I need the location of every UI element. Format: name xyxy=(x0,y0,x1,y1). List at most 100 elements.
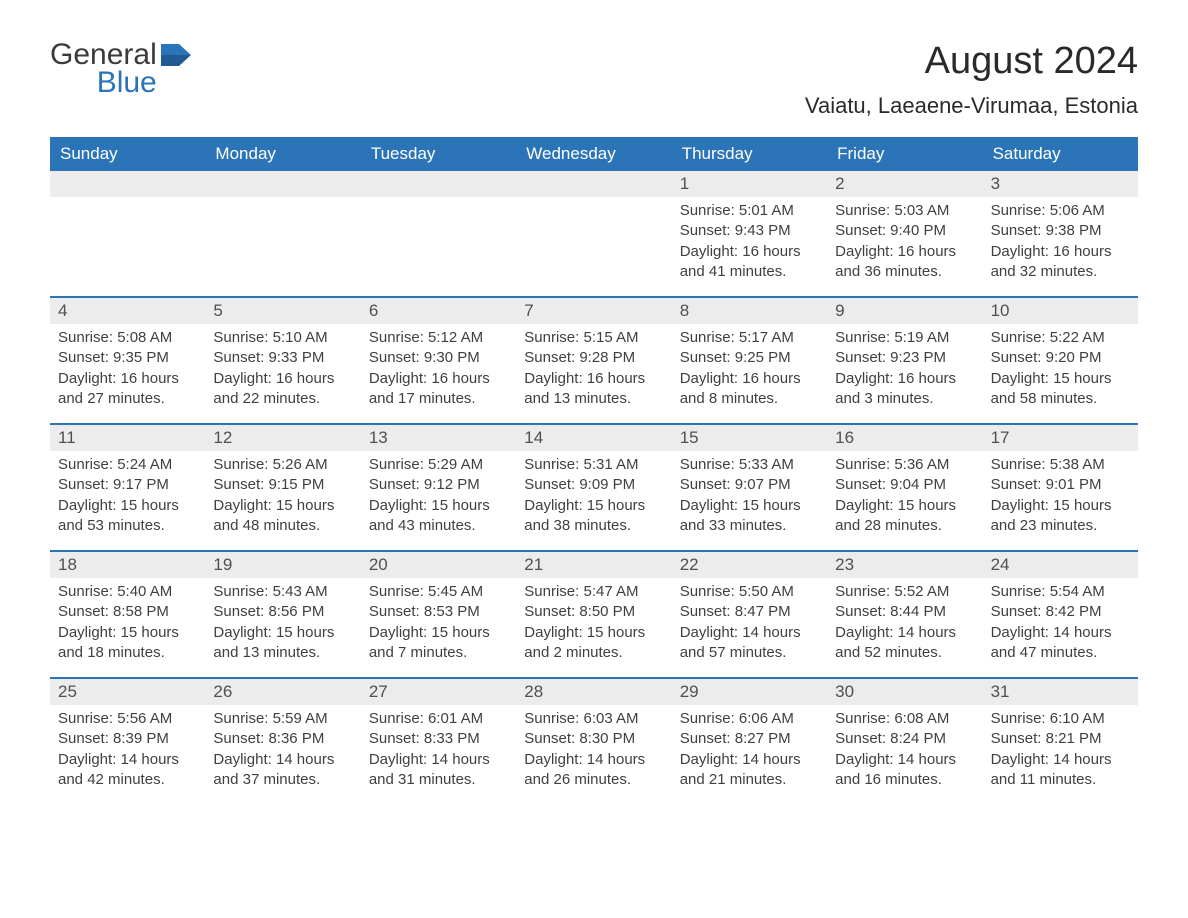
daylight2-text: and 26 minutes. xyxy=(524,770,663,790)
day-header-sun: Sunday xyxy=(50,137,205,171)
calendar-cell: 9Sunrise: 5:19 AMSunset: 9:23 PMDaylight… xyxy=(827,298,982,423)
daylight2-text: and 47 minutes. xyxy=(991,643,1130,663)
calendar-cell: 29Sunrise: 6:06 AMSunset: 8:27 PMDayligh… xyxy=(672,679,827,804)
sunrise-text: Sunrise: 5:06 AM xyxy=(991,201,1130,221)
calendar-cell-empty xyxy=(50,171,205,296)
daylight1-text: Daylight: 15 hours xyxy=(213,623,352,643)
day-header-thu: Thursday xyxy=(672,137,827,171)
day-number: 27 xyxy=(361,679,516,705)
sunrise-text: Sunrise: 5:31 AM xyxy=(524,455,663,475)
logo-text: General Blue xyxy=(50,40,157,98)
day-number: 9 xyxy=(827,298,982,324)
calendar-cell: 31Sunrise: 6:10 AMSunset: 8:21 PMDayligh… xyxy=(983,679,1138,804)
sunset-text: Sunset: 9:17 PM xyxy=(58,475,197,495)
cell-body: Sunrise: 5:33 AMSunset: 9:07 PMDaylight:… xyxy=(672,451,827,544)
calendar-cell-empty xyxy=(516,171,671,296)
daylight1-text: Daylight: 15 hours xyxy=(369,623,508,643)
day-number: 6 xyxy=(361,298,516,324)
week-row: 4Sunrise: 5:08 AMSunset: 9:35 PMDaylight… xyxy=(50,296,1138,423)
calendar-cell: 5Sunrise: 5:10 AMSunset: 9:33 PMDaylight… xyxy=(205,298,360,423)
week-row: 11Sunrise: 5:24 AMSunset: 9:17 PMDayligh… xyxy=(50,423,1138,550)
cell-body: Sunrise: 5:26 AMSunset: 9:15 PMDaylight:… xyxy=(205,451,360,544)
daylight1-text: Daylight: 15 hours xyxy=(680,496,819,516)
cell-body: Sunrise: 5:40 AMSunset: 8:58 PMDaylight:… xyxy=(50,578,205,671)
cell-body: Sunrise: 5:52 AMSunset: 8:44 PMDaylight:… xyxy=(827,578,982,671)
sunrise-text: Sunrise: 5:10 AM xyxy=(213,328,352,348)
day-number: 31 xyxy=(983,679,1138,705)
day-number: 18 xyxy=(50,552,205,578)
cell-body: Sunrise: 5:19 AMSunset: 9:23 PMDaylight:… xyxy=(827,324,982,417)
daylight2-text: and 53 minutes. xyxy=(58,516,197,536)
daylight1-text: Daylight: 14 hours xyxy=(835,623,974,643)
day-number: 26 xyxy=(205,679,360,705)
calendar-cell: 14Sunrise: 5:31 AMSunset: 9:09 PMDayligh… xyxy=(516,425,671,550)
daylight2-text: and 22 minutes. xyxy=(213,389,352,409)
logo-flag-icon xyxy=(161,44,191,66)
calendar-cell: 11Sunrise: 5:24 AMSunset: 9:17 PMDayligh… xyxy=(50,425,205,550)
cell-body: Sunrise: 5:54 AMSunset: 8:42 PMDaylight:… xyxy=(983,578,1138,671)
day-number: 7 xyxy=(516,298,671,324)
day-number: 19 xyxy=(205,552,360,578)
daylight2-text: and 43 minutes. xyxy=(369,516,508,536)
week-row: 18Sunrise: 5:40 AMSunset: 8:58 PMDayligh… xyxy=(50,550,1138,677)
cell-body: Sunrise: 5:43 AMSunset: 8:56 PMDaylight:… xyxy=(205,578,360,671)
calendar-cell: 23Sunrise: 5:52 AMSunset: 8:44 PMDayligh… xyxy=(827,552,982,677)
daylight1-text: Daylight: 15 hours xyxy=(369,496,508,516)
daylight2-text: and 28 minutes. xyxy=(835,516,974,536)
day-number: 11 xyxy=(50,425,205,451)
cell-body: Sunrise: 5:45 AMSunset: 8:53 PMDaylight:… xyxy=(361,578,516,671)
sunrise-text: Sunrise: 5:43 AM xyxy=(213,582,352,602)
sunset-text: Sunset: 8:53 PM xyxy=(369,602,508,622)
sunset-text: Sunset: 8:58 PM xyxy=(58,602,197,622)
daylight1-text: Daylight: 16 hours xyxy=(213,369,352,389)
sunrise-text: Sunrise: 5:26 AM xyxy=(213,455,352,475)
day-number: 22 xyxy=(672,552,827,578)
daylight2-text: and 13 minutes. xyxy=(524,389,663,409)
sunrise-text: Sunrise: 5:17 AM xyxy=(680,328,819,348)
sunrise-text: Sunrise: 5:40 AM xyxy=(58,582,197,602)
sunset-text: Sunset: 9:38 PM xyxy=(991,221,1130,241)
cell-body: Sunrise: 6:03 AMSunset: 8:30 PMDaylight:… xyxy=(516,705,671,798)
sunrise-text: Sunrise: 6:08 AM xyxy=(835,709,974,729)
cell-body: Sunrise: 5:50 AMSunset: 8:47 PMDaylight:… xyxy=(672,578,827,671)
day-number: 28 xyxy=(516,679,671,705)
calendar-cell-empty xyxy=(205,171,360,296)
cell-body: Sunrise: 5:01 AMSunset: 9:43 PMDaylight:… xyxy=(672,197,827,290)
day-number: 8 xyxy=(672,298,827,324)
day-number xyxy=(516,171,671,197)
daylight2-text: and 52 minutes. xyxy=(835,643,974,663)
day-header-wed: Wednesday xyxy=(516,137,671,171)
daylight2-text: and 7 minutes. xyxy=(369,643,508,663)
day-header-tue: Tuesday xyxy=(361,137,516,171)
cell-body: Sunrise: 5:06 AMSunset: 9:38 PMDaylight:… xyxy=(983,197,1138,290)
daylight1-text: Daylight: 16 hours xyxy=(680,369,819,389)
sunset-text: Sunset: 8:39 PM xyxy=(58,729,197,749)
calendar-cell: 10Sunrise: 5:22 AMSunset: 9:20 PMDayligh… xyxy=(983,298,1138,423)
sunrise-text: Sunrise: 5:50 AM xyxy=(680,582,819,602)
calendar-cell: 26Sunrise: 5:59 AMSunset: 8:36 PMDayligh… xyxy=(205,679,360,804)
daylight1-text: Daylight: 15 hours xyxy=(58,623,197,643)
daylight1-text: Daylight: 14 hours xyxy=(835,750,974,770)
daylight2-text: and 2 minutes. xyxy=(524,643,663,663)
cell-body: Sunrise: 6:01 AMSunset: 8:33 PMDaylight:… xyxy=(361,705,516,798)
daylight1-text: Daylight: 15 hours xyxy=(524,623,663,643)
sunrise-text: Sunrise: 5:47 AM xyxy=(524,582,663,602)
day-number: 16 xyxy=(827,425,982,451)
cell-body: Sunrise: 5:38 AMSunset: 9:01 PMDaylight:… xyxy=(983,451,1138,544)
day-number: 24 xyxy=(983,552,1138,578)
week-row: 1Sunrise: 5:01 AMSunset: 9:43 PMDaylight… xyxy=(50,171,1138,296)
sunrise-text: Sunrise: 6:03 AM xyxy=(524,709,663,729)
day-header-sat: Saturday xyxy=(983,137,1138,171)
calendar-cell: 20Sunrise: 5:45 AMSunset: 8:53 PMDayligh… xyxy=(361,552,516,677)
daylight2-text: and 27 minutes. xyxy=(58,389,197,409)
daylight2-text: and 8 minutes. xyxy=(680,389,819,409)
calendar-cell: 30Sunrise: 6:08 AMSunset: 8:24 PMDayligh… xyxy=(827,679,982,804)
sunset-text: Sunset: 8:33 PM xyxy=(369,729,508,749)
daylight2-text: and 16 minutes. xyxy=(835,770,974,790)
calendar-cell: 27Sunrise: 6:01 AMSunset: 8:33 PMDayligh… xyxy=(361,679,516,804)
sunrise-text: Sunrise: 5:15 AM xyxy=(524,328,663,348)
cell-body: Sunrise: 5:59 AMSunset: 8:36 PMDaylight:… xyxy=(205,705,360,798)
sunset-text: Sunset: 8:47 PM xyxy=(680,602,819,622)
day-number xyxy=(361,171,516,197)
cell-body: Sunrise: 6:06 AMSunset: 8:27 PMDaylight:… xyxy=(672,705,827,798)
